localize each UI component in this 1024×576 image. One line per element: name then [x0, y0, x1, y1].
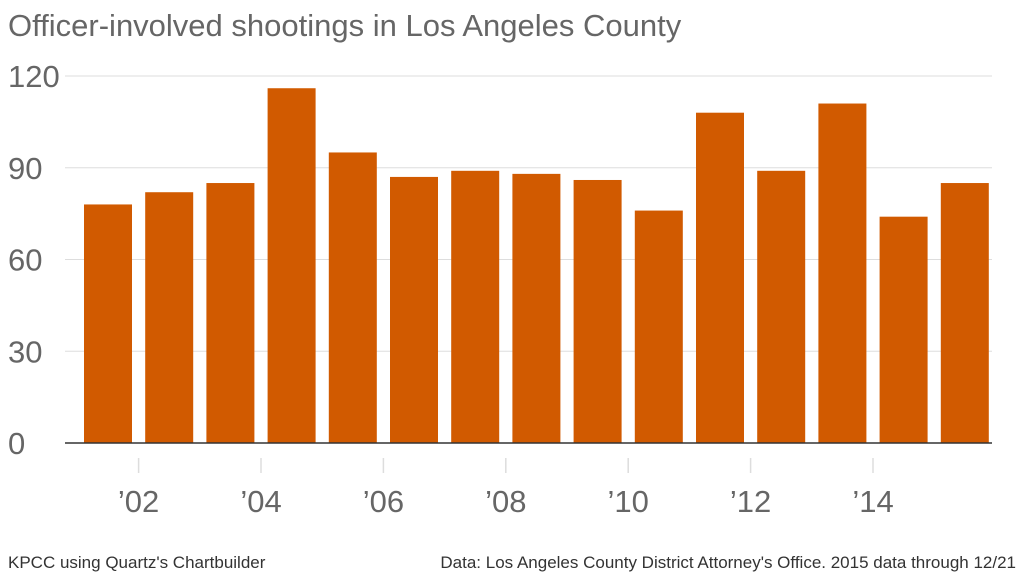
bar-2012	[757, 170, 806, 443]
bar-2007	[451, 170, 500, 443]
bar-2001	[84, 204, 132, 443]
y-tick-label: 30	[8, 334, 42, 369]
axis-layer: 0 30 60 90 120 ’02 ’04 ’06 ’08 ’10 ’12 ’14	[8, 59, 992, 519]
x-tick-label: ’04	[240, 484, 281, 519]
y-tick-label: 90	[8, 151, 42, 186]
bar-2004	[267, 88, 316, 443]
y-tick-label: 120	[8, 59, 60, 94]
y-tick-label: 0	[8, 426, 25, 461]
bar-2014	[879, 216, 928, 443]
source-text: Data: Los Angeles County District Attorn…	[440, 553, 1016, 572]
bar-2005	[328, 152, 377, 444]
bar-2008	[512, 173, 561, 443]
y-tick-label: 60	[8, 243, 42, 278]
credit-text: KPCC using Quartz's Chartbuilder	[8, 553, 266, 572]
bar-2006	[390, 176, 438, 444]
bar-2009	[573, 179, 622, 443]
x-tick-label: ’14	[852, 484, 893, 519]
bar-2015	[940, 183, 989, 443]
bar-2010	[634, 210, 683, 443]
x-tick-label: ’02	[118, 484, 159, 519]
bar-2003	[206, 183, 255, 443]
x-tick-label: ’08	[485, 484, 526, 519]
bar-2002	[145, 192, 194, 443]
chart-title: Officer-involved shootings in Los Angele…	[8, 8, 682, 43]
bar-layer	[84, 88, 989, 444]
x-tick-label: ’10	[608, 484, 649, 519]
bar-2011	[696, 112, 744, 443]
bar-2013	[818, 103, 867, 444]
x-tick-label: ’12	[730, 484, 771, 519]
x-tick-label: ’06	[363, 484, 404, 519]
